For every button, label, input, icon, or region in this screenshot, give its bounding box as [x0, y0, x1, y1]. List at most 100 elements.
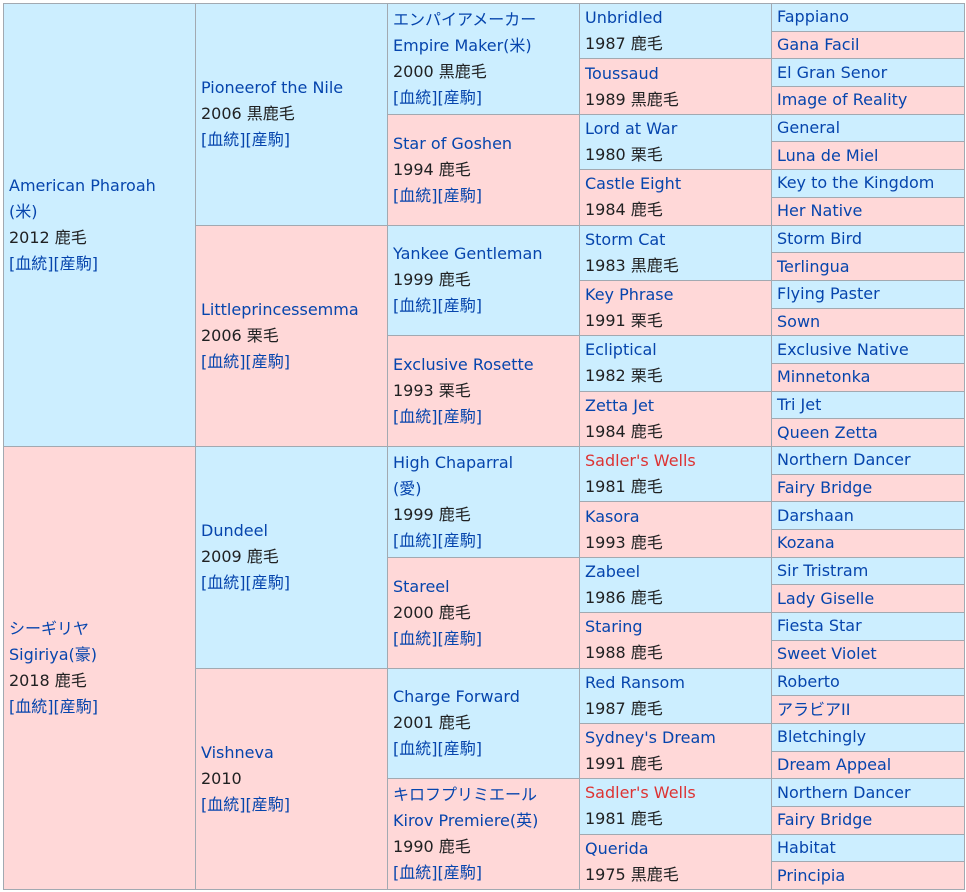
bloodline-link[interactable]: 血統 — [207, 130, 240, 150]
horse-name-link[interactable]: Stareel — [393, 576, 450, 596]
offspring-link[interactable]: 産駒 — [251, 351, 284, 371]
horse-name-link[interactable]: Sydney's Dream — [585, 728, 716, 748]
horse-name-link[interactable]: Storm Bird — [777, 228, 863, 248]
horse-name-link[interactable]: Northern Dancer — [777, 782, 911, 802]
horse-name-link[interactable]: Sown — [777, 311, 821, 331]
horse-name-link[interactable]: Minnetonka — [777, 367, 871, 387]
horse-name-link[interactable]: Terlingua — [777, 256, 850, 276]
bloodline-link[interactable]: 血統 — [399, 185, 432, 205]
bloodline-link[interactable]: 血統 — [399, 863, 432, 883]
horse-name-link[interactable]: Kasora — [585, 506, 640, 526]
horse-name-link[interactable]: Pioneerof the Nile — [201, 78, 344, 98]
horse-name-link[interactable]: アラビアII — [777, 699, 851, 719]
horse-name-link[interactable]: Exclusive Rosette — [393, 355, 534, 375]
horse-name-link[interactable]: Northern Dancer — [777, 450, 911, 470]
bloodline-link[interactable]: 血統 — [207, 794, 240, 814]
horse-name-link[interactable]: American Pharoah — [9, 176, 156, 195]
birth-year-color: 1991 栗毛 — [585, 311, 663, 331]
bloodline-link[interactable]: 血統 — [15, 254, 48, 273]
horse-name-link[interactable]: Sweet Violet — [777, 644, 877, 664]
horse-name-link[interactable]: Principia — [777, 865, 846, 885]
horse-name-link[interactable]: Lady Giselle — [777, 588, 875, 608]
horse-name-link-line2[interactable]: (米) — [9, 202, 38, 221]
horse-name-link[interactable]: Luna de Miel — [777, 145, 879, 165]
bloodline-link[interactable]: 血統 — [399, 530, 432, 550]
horse-name-link[interactable]: Gana Facil — [777, 35, 860, 55]
horse-name-link[interactable]: Red Ransom — [585, 672, 685, 692]
horse-name-link[interactable]: Toussaud — [585, 63, 659, 83]
horse-name-link[interactable]: Zabeel — [585, 561, 641, 581]
horse-name-link[interactable]: Querida — [585, 838, 649, 858]
horse-name-link[interactable]: Staring — [585, 617, 643, 637]
horse-name-link[interactable]: Fairy Bridge — [777, 478, 873, 498]
offspring-link[interactable]: 産駒 — [251, 573, 284, 593]
horse-name-link[interactable]: Habitat — [777, 837, 836, 857]
horse-name-link[interactable]: Fairy Bridge — [777, 810, 873, 830]
horse-name-link[interactable]: Image of Reality — [777, 90, 908, 110]
horse-name-link[interactable]: Tri Jet — [777, 394, 822, 414]
offspring-link[interactable]: 産駒 — [443, 87, 476, 107]
horse-name-link[interactable]: El Gran Senor — [777, 62, 888, 82]
horse-name-link-line2[interactable]: (愛) — [393, 478, 422, 498]
horse-name-link[interactable]: Unbridled — [585, 8, 663, 28]
horse-name-link[interactable]: Storm Cat — [585, 229, 666, 249]
sire-cell-gen3: Yankee Gentleman 1999 鹿毛 [血統][産駒] — [387, 224, 580, 337]
horse-name-link[interactable]: Sadler's Wells — [585, 451, 696, 471]
horse-name-link-line2[interactable]: Kirov Premiere(英) — [393, 811, 539, 831]
offspring-link[interactable]: 産駒 — [443, 863, 476, 883]
bloodline-link[interactable]: 血統 — [399, 296, 432, 316]
bloodline-link[interactable]: 血統 — [207, 351, 240, 371]
horse-name-link[interactable]: High Chaparral — [393, 452, 514, 472]
horse-name-link[interactable]: Key to the Kingdom — [777, 173, 935, 193]
offspring-link[interactable]: 産駒 — [59, 254, 92, 273]
horse-name-link[interactable]: Fappiano — [777, 7, 850, 27]
bloodline-link[interactable]: 血統 — [399, 407, 432, 427]
horse-name-link[interactable]: Kozana — [777, 533, 835, 553]
horse-name-link[interactable]: General — [777, 118, 841, 138]
horse-name-link[interactable]: Key Phrase — [585, 285, 674, 305]
horse-name-link[interactable]: Sadler's Wells — [585, 783, 696, 803]
horse-name-link[interactable]: Flying Paster — [777, 284, 880, 304]
horse-name-link[interactable]: Her Native — [777, 201, 863, 221]
horse-name-link[interactable]: キロフプリミエール — [393, 785, 538, 805]
horse-name-link[interactable]: Yankee Gentleman — [393, 244, 543, 264]
horse-name-link[interactable]: エンパイアメーカー — [393, 9, 537, 29]
birth-year-color: 1999 鹿毛 — [393, 270, 471, 290]
bloodline-link[interactable]: 血統 — [399, 628, 432, 648]
horse-name-link[interactable]: Charge Forward — [393, 687, 520, 707]
horse-name-link[interactable]: Roberto — [777, 671, 840, 691]
horse-name-link[interactable]: Fiesta Star — [777, 616, 862, 636]
horse-name-link[interactable]: Bletchingly — [777, 727, 867, 747]
horse-name-link[interactable]: Exclusive Native — [777, 339, 909, 359]
offspring-link[interactable]: 産駒 — [251, 794, 284, 814]
bloodline-link[interactable]: 血統 — [207, 573, 240, 593]
offspring-link[interactable]: 産駒 — [443, 530, 476, 550]
horse-name-link[interactable]: Queen Zetta — [777, 422, 878, 442]
offspring-link[interactable]: 産駒 — [443, 628, 476, 648]
bloodline-link[interactable]: 血統 — [399, 87, 432, 107]
horse-name-link[interactable]: Zetta Jet — [585, 395, 655, 415]
offspring-link[interactable]: 産駒 — [59, 697, 92, 716]
horse-name-link[interactable]: Castle Eight — [585, 174, 682, 194]
horse-name-link[interactable]: Darshaan — [777, 505, 854, 525]
offspring-link[interactable]: 産駒 — [443, 296, 476, 316]
offspring-link[interactable]: 産駒 — [251, 130, 284, 150]
horse-name-link[interactable]: Littleprincessemma — [201, 299, 359, 319]
offspring-link[interactable]: 産駒 — [443, 185, 476, 205]
horse-name-link[interactable]: Lord at War — [585, 118, 678, 138]
bloodline-link[interactable]: 血統 — [15, 697, 48, 716]
horse-name-link[interactable]: Sir Tristram — [777, 561, 869, 581]
horse-name-link-line2[interactable]: Empire Maker(米) — [393, 35, 532, 55]
sire-cell-gen5: Habitat — [771, 833, 965, 863]
horse-name-link[interactable]: シーギリヤ — [9, 619, 90, 638]
horse-name-link[interactable]: Star of Goshen — [393, 133, 513, 153]
bloodline-link[interactable]: 血統 — [399, 739, 432, 759]
pedigree-row: Dream Appeal — [4, 750, 965, 780]
offspring-link[interactable]: 産駒 — [443, 739, 476, 759]
horse-name-link[interactable]: Dundeel — [201, 521, 268, 541]
horse-name-link[interactable]: Vishneva — [201, 742, 274, 762]
offspring-link[interactable]: 産駒 — [443, 407, 476, 427]
horse-name-link-line2[interactable]: Sigiriya(豪) — [9, 645, 97, 664]
horse-name-link[interactable]: Dream Appeal — [777, 754, 892, 774]
horse-name-link[interactable]: Ecliptical — [585, 340, 657, 360]
